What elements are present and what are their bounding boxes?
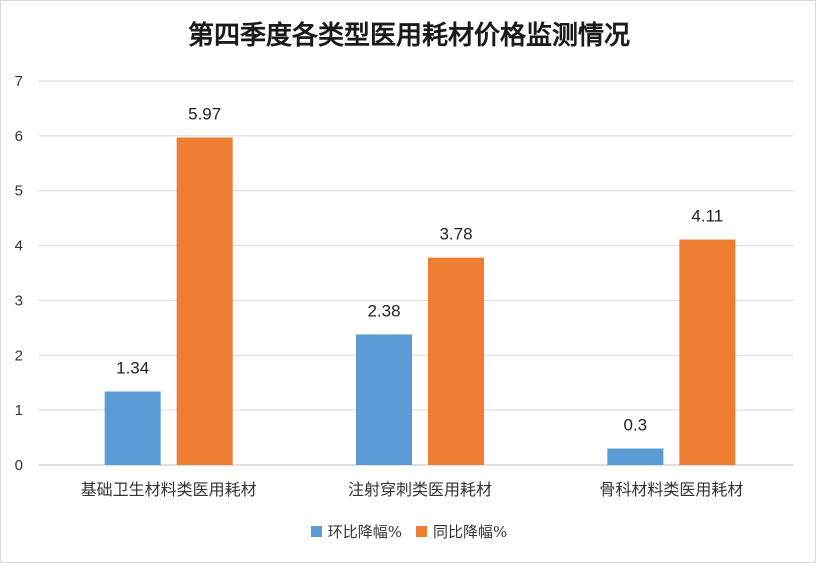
y-tick-label-6: 6	[15, 128, 23, 145]
bar-2-0	[607, 448, 664, 465]
y-tick-label-7: 7	[15, 73, 23, 90]
data-label-1-0: 2.38	[367, 301, 400, 320]
legend-label-1: 同比降幅%	[433, 523, 508, 541]
bar-1-1	[428, 257, 484, 465]
x-tick-label-2: 骨科材料类医用耗材	[599, 480, 743, 499]
y-tick-label-5: 5	[15, 183, 23, 200]
legend: 环比降幅% 同比降幅%	[1, 521, 815, 542]
y-tick-label-0: 0	[15, 457, 23, 474]
legend-item-1: 同比降幅%	[416, 521, 507, 542]
x-tick-label-0: 基础卫生材料类医用耗材	[81, 480, 257, 499]
legend-item-0: 环比降幅%	[310, 521, 402, 542]
legend-label-0: 环比降幅%	[327, 523, 402, 541]
data-label-0-1: 5.97	[188, 105, 221, 124]
data-label-0-0: 1.34	[116, 358, 149, 377]
y-tick-label-2: 2	[15, 347, 23, 364]
legend-swatch-1	[416, 526, 427, 537]
bar-0-1	[176, 137, 233, 465]
data-label-2-1: 4.11	[691, 207, 723, 226]
data-label-2-0: 0.3	[624, 416, 648, 435]
y-tick-label-3: 3	[15, 292, 23, 309]
legend-swatch-0	[310, 526, 322, 537]
bar-1-0	[356, 334, 412, 465]
bar-0-0	[104, 391, 161, 465]
y-tick-label-1: 1	[15, 402, 23, 419]
bar-2-1	[679, 239, 736, 465]
data-label-1-1: 3.78	[439, 225, 472, 244]
chart-title: 第四季度各类型医用耗材价格监测情况	[187, 21, 630, 51]
y-tick-label-4: 4	[15, 238, 23, 255]
x-tick-label-1: 注射穿刺类医用耗材	[348, 480, 492, 499]
